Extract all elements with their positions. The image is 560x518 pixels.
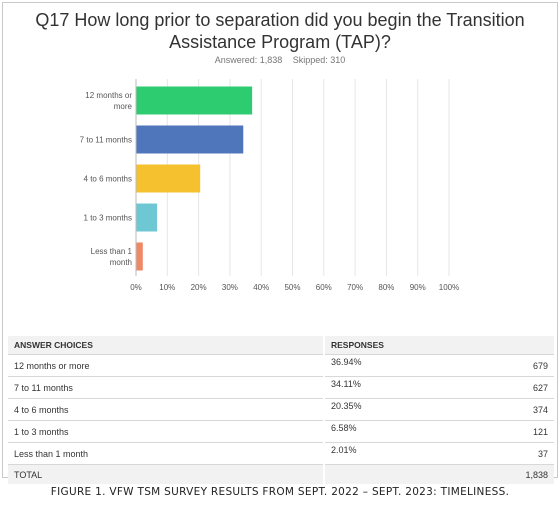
answer-label: 1 to 3 months [8,420,325,443]
x-tick-label: 70% [347,283,363,292]
table-row: 4 to 6 months 20.35% 374 [8,398,554,421]
total-spacer [324,464,453,484]
response-count: 374 [452,398,554,421]
x-tick-label: 100% [439,283,459,292]
x-tick-label: 10% [159,283,175,292]
bar-chart: 0% 10% 20% 30% 40% 50% 60% 70% 80% 90% 100% 12 mont… [80,79,459,292]
response-percent: 2.01% [324,442,453,465]
category-label: 12 months or more [85,91,132,111]
response-count: 121 [452,420,554,443]
skipped-count: Skipped: 310 [292,55,346,65]
bar [136,242,143,271]
response-count: 627 [452,376,554,399]
responses-header: RESPONSES [324,336,554,355]
bar [136,164,201,193]
x-tick-label: 30% [222,283,238,292]
table-header-row: ANSWER CHOICES RESPONSES [8,336,554,355]
bar [136,203,158,232]
answered-count: Answered: 1,838 [214,55,283,65]
x-tick-label: 0% [130,283,142,292]
answer-label: 4 to 6 months [8,398,325,421]
survey-panel: Q17 How long prior to separation did you… [2,2,558,484]
x-tick-label: 20% [191,283,207,292]
category-label: Less than 1 month [91,247,133,267]
category-label: 4 to 6 months [84,175,132,184]
total-label: TOTAL [8,464,325,484]
response-percent: 6.58% [324,420,453,443]
x-tick-label: 60% [316,283,332,292]
bar [136,86,253,115]
x-tick-label: 40% [253,283,269,292]
table-row: 12 months or more 36.94% 679 [8,354,554,377]
response-percent: 34.11% [324,376,453,399]
response-stats: Answered: 1,838 Skipped: 310 [3,55,557,65]
figure-caption: FIGURE 1. VFW TSM SURVEY RESULTS FROM SE… [50,486,510,498]
total-row: TOTAL 1,838 [8,464,554,484]
x-tick-label: 50% [284,283,300,292]
question-title: Q17 How long prior to separation did you… [35,10,525,52]
response-count: 37 [452,442,554,465]
answer-choices-header: ANSWER CHOICES [8,336,325,355]
x-tick-label: 80% [378,283,394,292]
response-percent: 36.94% [324,354,453,377]
table-row: 7 to 11 months 34.11% 627 [8,376,554,399]
category-label: 1 to 3 months [84,214,132,223]
table-row: 1 to 3 months 6.58% 121 [8,420,554,443]
response-count: 679 [452,354,554,377]
answer-label: 12 months or more [8,354,325,377]
answer-label: 7 to 11 months [8,376,325,399]
total-count: 1,838 [452,464,554,484]
responses-table: ANSWER CHOICES RESPONSES 12 months or mo… [8,336,554,484]
bar [136,125,244,154]
table-row: Less than 1 month 2.01% 37 [8,442,554,465]
category-label: 7 to 11 months [80,136,132,145]
answer-label: Less than 1 month [8,442,325,465]
response-percent: 20.35% [324,398,453,421]
x-tick-label: 90% [410,283,426,292]
